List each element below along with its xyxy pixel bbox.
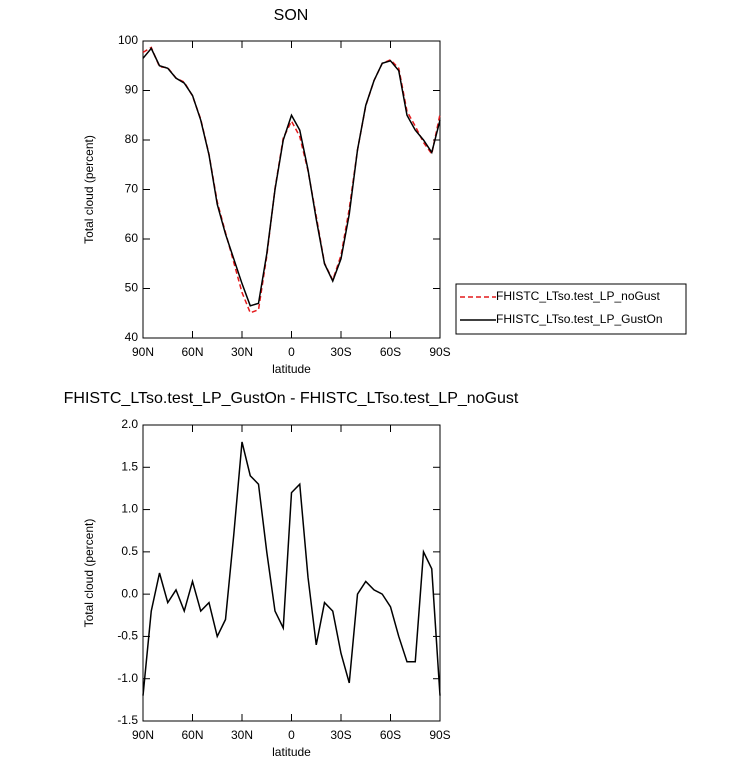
x-tick-label: 60N [181,345,203,359]
x-axis-label: latitude [272,745,311,759]
y-tick-label: 1.5 [121,459,138,473]
chart-title: SON [274,7,309,24]
x-tick-label: 90S [429,728,450,742]
y-tick-label: -1.0 [117,671,138,685]
y-tick-label: 80 [125,132,139,146]
x-tick-label: 0 [288,728,295,742]
y-tick-label: 70 [125,182,139,196]
y-tick-label: 90 [125,83,139,97]
y-tick-label: 0.0 [121,586,138,600]
x-axis-label: latitude [272,362,311,376]
x-tick-label: 30N [231,728,253,742]
y-tick-label: 50 [125,281,139,295]
chart-title: FHISTC_LTso.test_LP_GustOn - FHISTC_LTso… [64,390,519,407]
x-tick-label: 30N [231,345,253,359]
y-tick-label: 40 [125,330,139,344]
y-tick-label: 2.0 [121,417,138,431]
legend-label: FHISTC_LTso.test_LP_GustOn [496,312,663,326]
y-tick-label: 100 [118,33,138,47]
x-tick-label: 30S [330,728,351,742]
legend-box [455,283,687,335]
y-tick-label: 1.0 [121,502,138,516]
plot-frame [142,424,441,722]
x-tick-label: 30S [330,345,351,359]
legend-label: FHISTC_LTso.test_LP_noGust [496,289,661,303]
data-line [142,441,441,696]
x-tick-label: 90N [132,345,154,359]
y-tick-label: 60 [125,231,139,245]
x-tick-label: 60S [380,345,401,359]
x-tick-label: 60N [181,728,203,742]
plot-frame [142,40,441,339]
y-tick-label: -0.5 [117,629,138,643]
x-tick-label: 90N [132,728,154,742]
x-tick-label: 60S [380,728,401,742]
data-line [142,47,441,307]
x-tick-label: 90S [429,345,450,359]
x-tick-label: 0 [288,345,295,359]
y-tick-label: -1.5 [117,713,138,727]
y-axis-label: Total cloud (percent) [82,519,96,628]
y-tick-label: 0.5 [121,544,138,558]
y-axis-label: Total cloud (percent) [82,135,96,244]
